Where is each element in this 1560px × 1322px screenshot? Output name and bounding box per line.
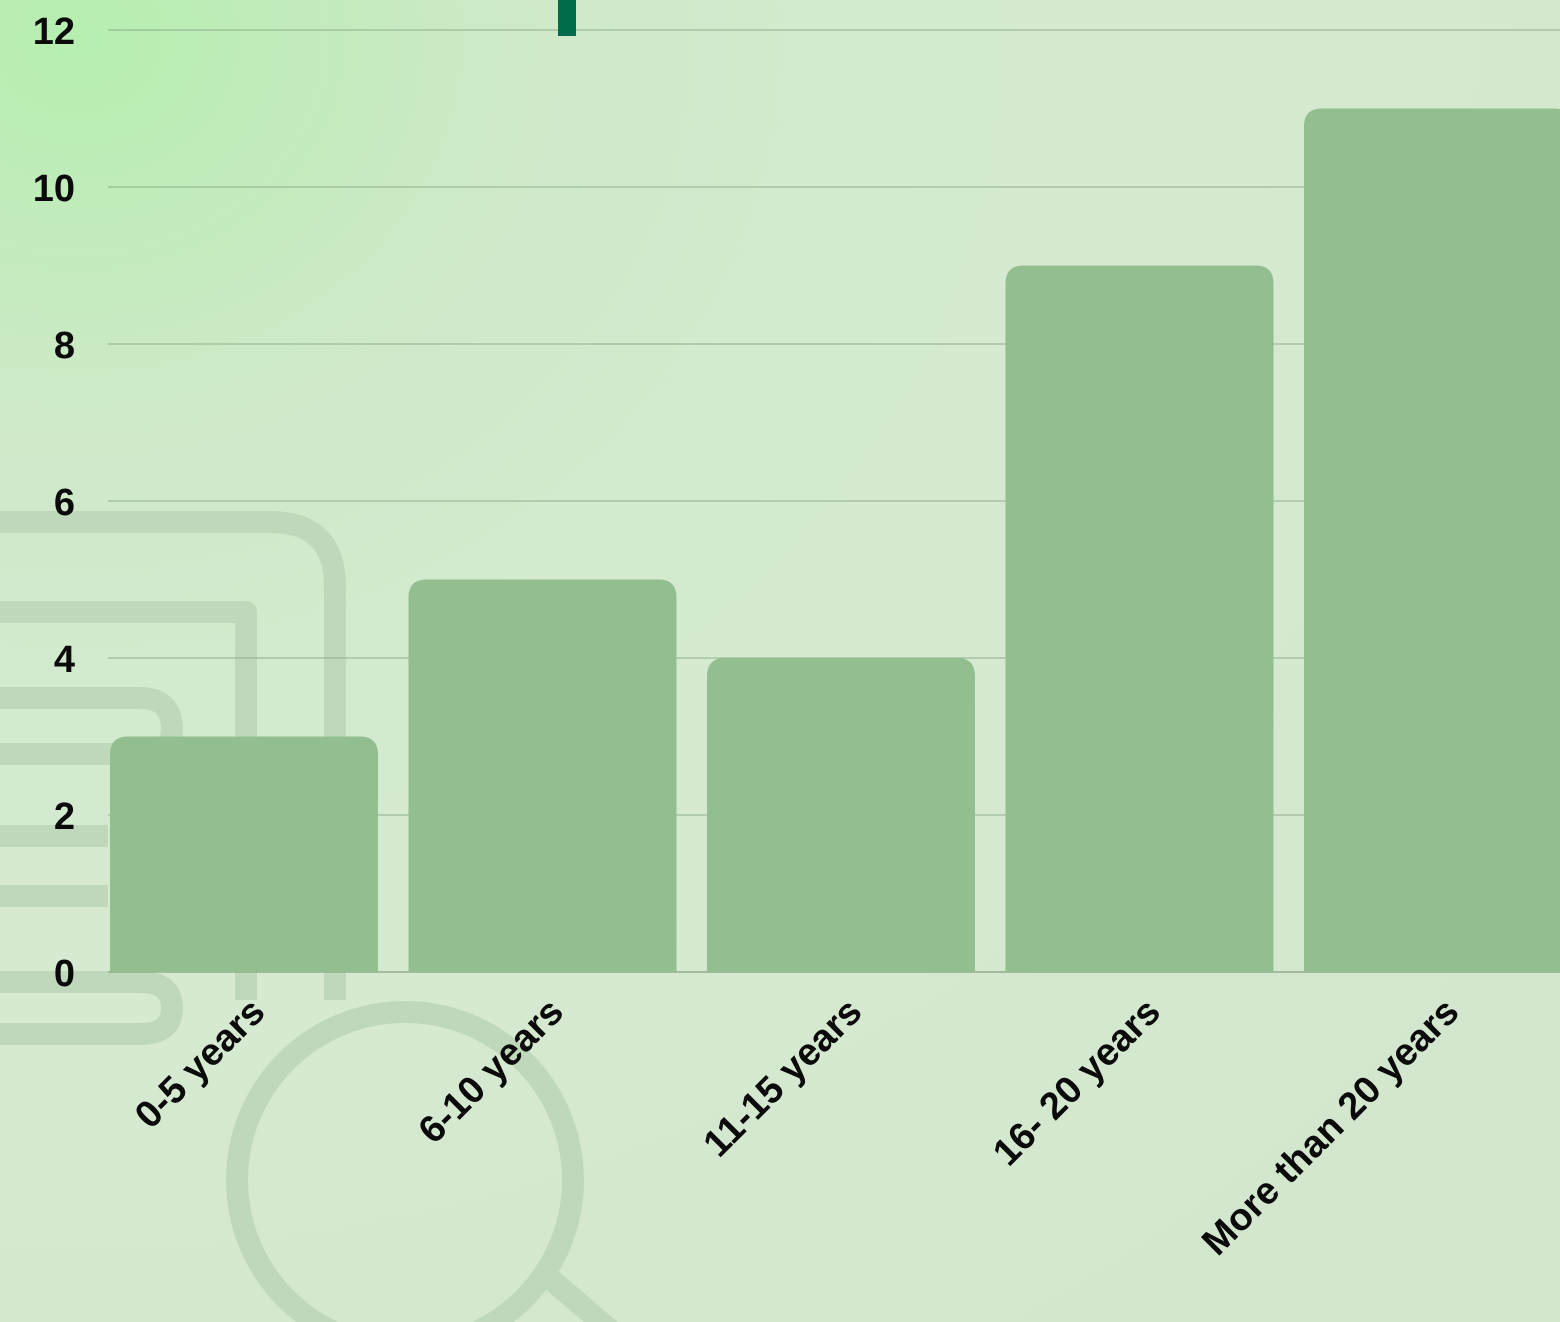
accent-mark	[558, 0, 576, 36]
x-tick-label: More than 20 years	[1194, 991, 1467, 1264]
y-axis-ticks: 0 2 4 6 8 10 12	[33, 11, 75, 995]
bar-4	[1304, 108, 1560, 972]
bar-3	[1005, 265, 1274, 972]
y-tick-label: 8	[54, 325, 75, 367]
y-tick-label: 2	[54, 796, 75, 838]
y-tick-label: 12	[33, 11, 75, 53]
y-tick-label: 6	[54, 482, 75, 524]
background-illustration	[0, 511, 618, 1322]
decor-magnifier-handle	[532, 1261, 618, 1322]
decor-magnifier-lens	[226, 1001, 584, 1322]
y-tick-label: 10	[33, 168, 75, 210]
decor-card-bottom	[0, 971, 183, 1045]
x-tick-label: 16- 20 years	[985, 991, 1169, 1175]
bar-0	[110, 736, 378, 972]
y-tick-label: 0	[54, 953, 75, 995]
x-tick-label: 11-15 years	[696, 991, 871, 1166]
y-tick-label: 4	[54, 639, 75, 681]
bars	[110, 108, 1560, 972]
decor-document-outline	[0, 511, 346, 1000]
bar-2	[707, 658, 975, 972]
bar-1	[408, 579, 677, 972]
